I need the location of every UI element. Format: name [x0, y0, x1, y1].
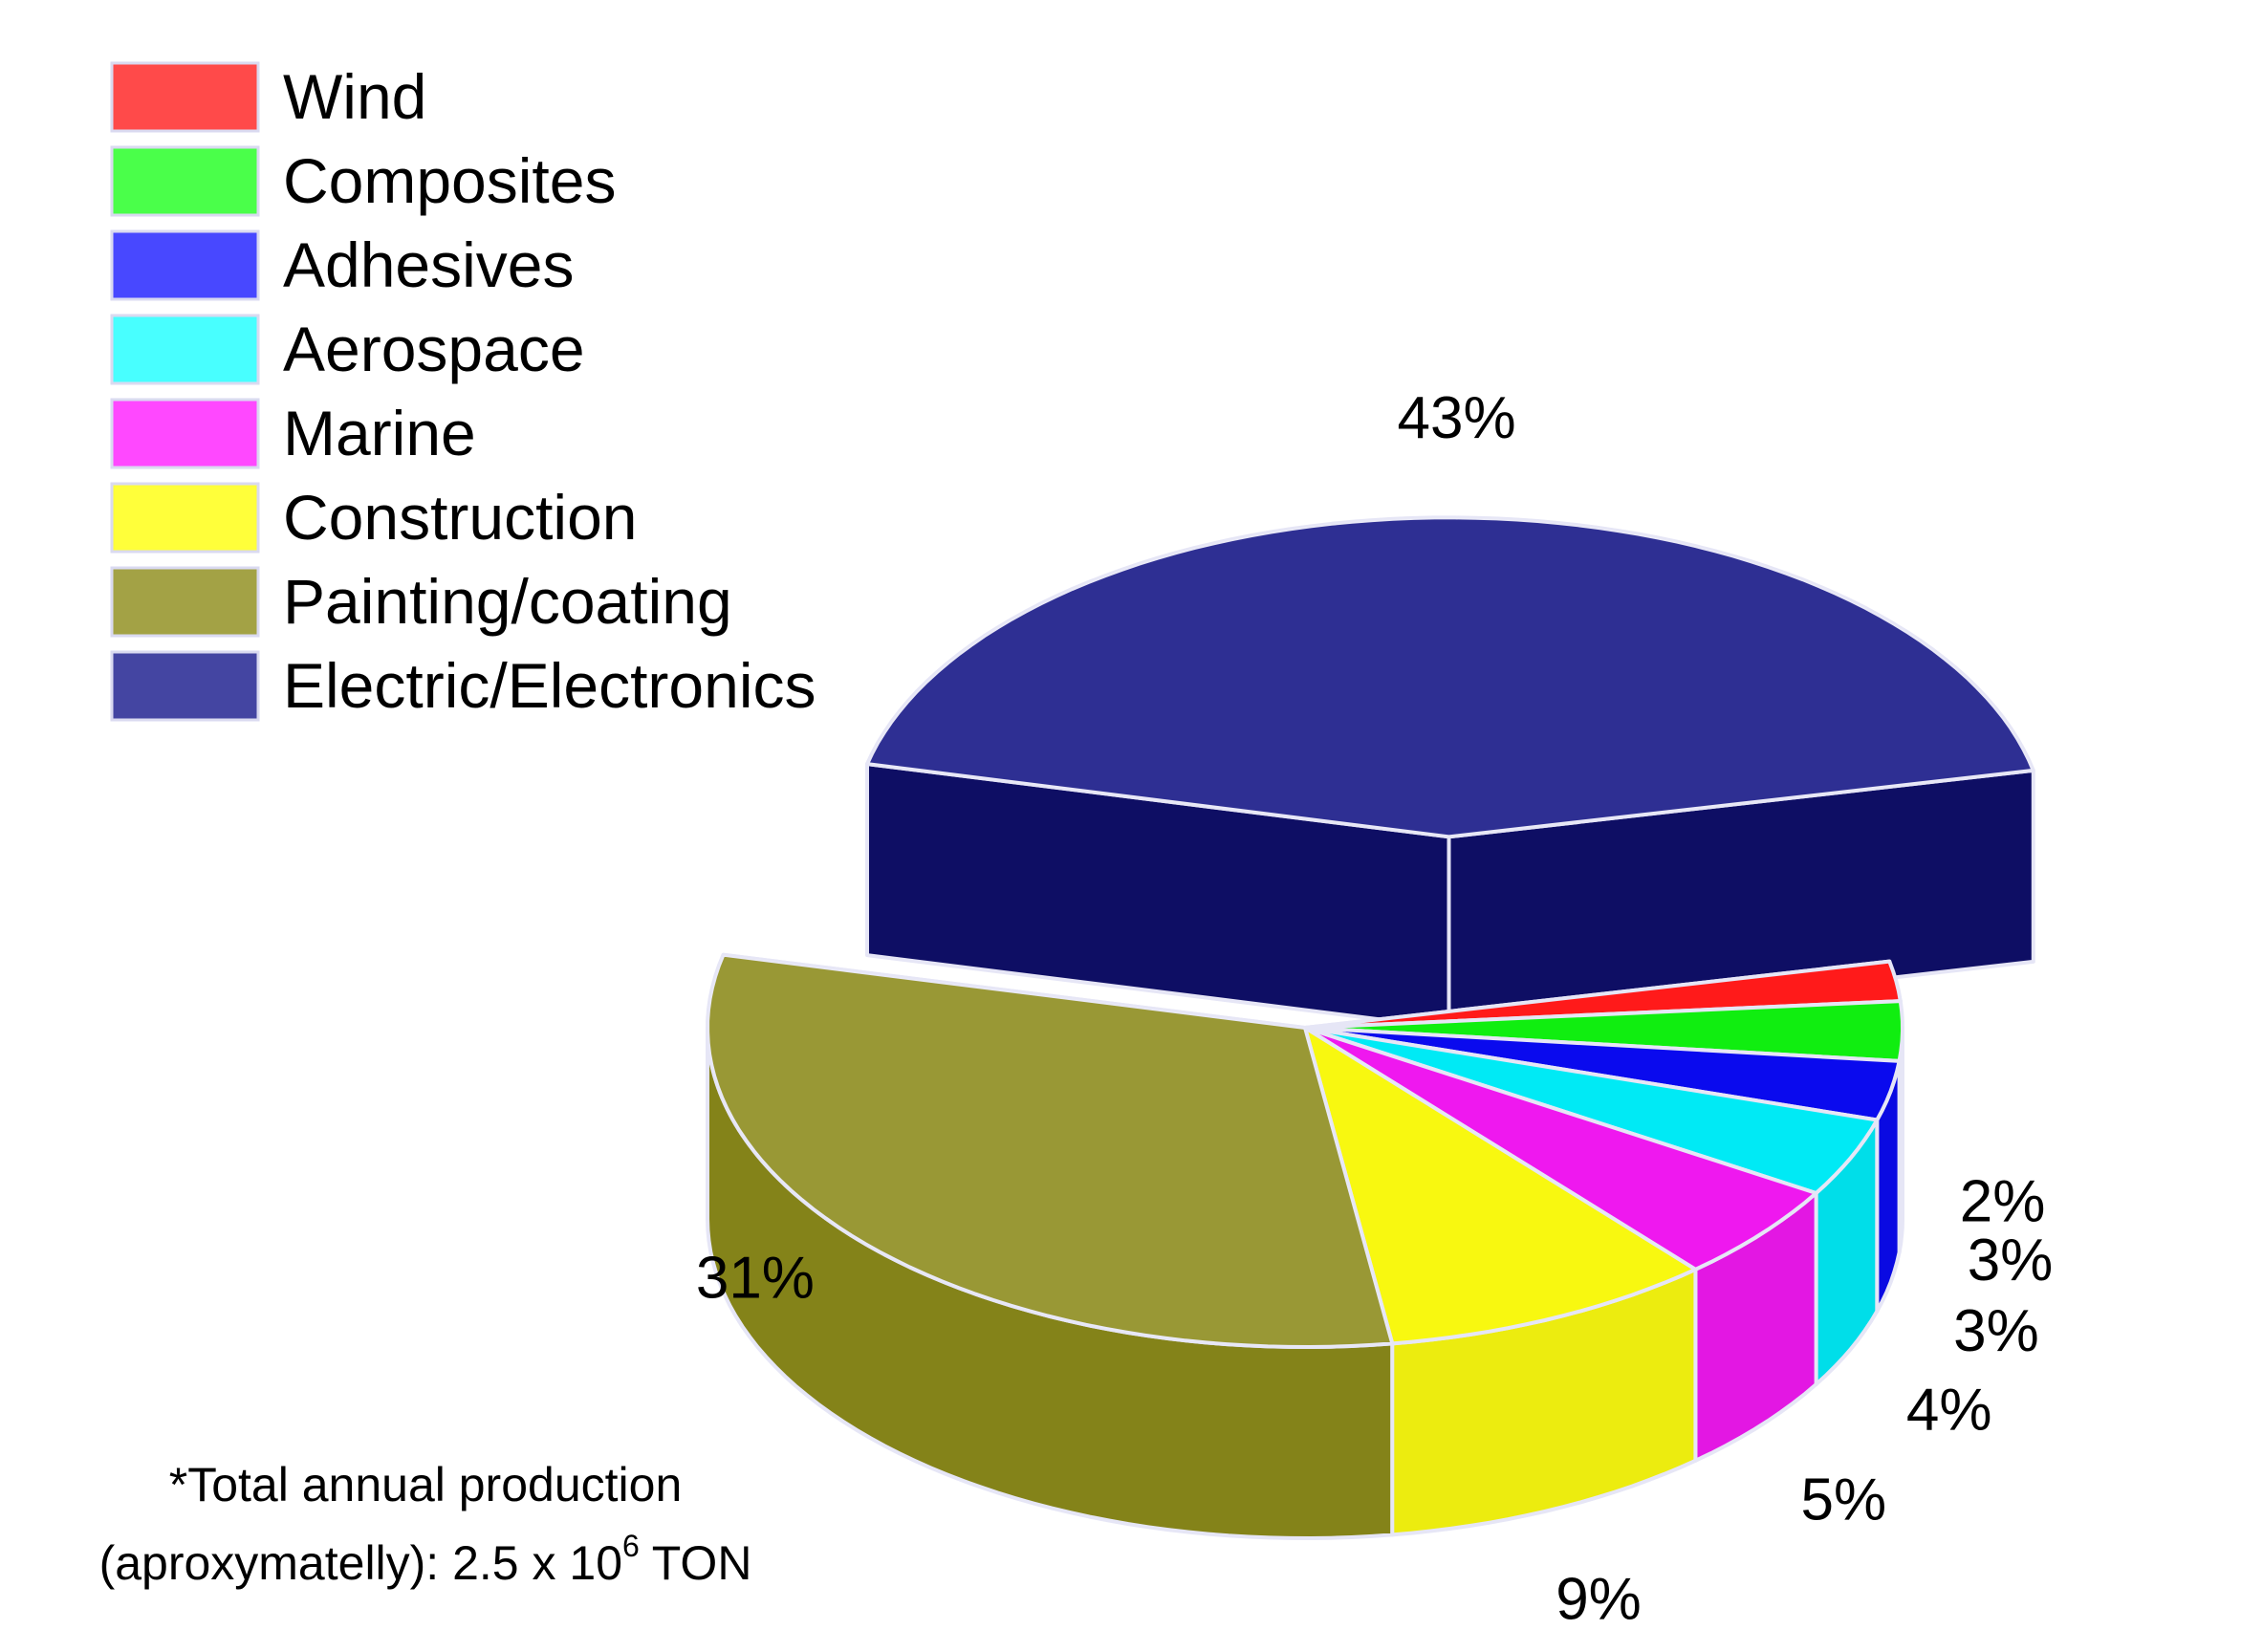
legend-swatch-painting-coating: [110, 566, 260, 638]
value-labels: 2%3%3%4%5%9%31%43%: [696, 385, 2053, 1632]
legend-label-construction: Construction: [283, 482, 638, 553]
slice-composites: [1303, 999, 1904, 1063]
slice-aerospace: [1303, 1026, 1880, 1195]
legend-swatch-aerospace: [110, 314, 260, 385]
production-note: *Total annual production (aproxymatelly)…: [99, 1458, 752, 1590]
legend-swatch-wind: [110, 61, 260, 133]
legend-label-electric-electronics: Electric/Electronics: [283, 650, 816, 721]
slice-electric-electronics: [865, 515, 2035, 839]
legend-swatch-composites: [110, 145, 260, 217]
slice-painting-coating: [706, 952, 1395, 1349]
value-label-construction: 9%: [1556, 1566, 1642, 1632]
note-line-2-main: (aproxymatelly): 2.5 x 10: [99, 1536, 622, 1590]
legend-label-marine: Marine: [283, 398, 476, 468]
legend-label-painting-coating: Painting/coating: [283, 566, 732, 637]
note-exponent: 6: [622, 1529, 640, 1563]
value-label-electric-electronics: 43%: [1398, 385, 1516, 451]
value-label-marine: 5%: [1800, 1467, 1886, 1532]
legend: Wind Composites Adhesives Aerospace Marine Co…: [110, 61, 816, 722]
value-label-wind: 2%: [1960, 1168, 2046, 1234]
note-line-1: *Total annual production: [169, 1458, 683, 1511]
value-label-adhesives: 3%: [1953, 1298, 2039, 1364]
legend-swatch-construction: [110, 482, 260, 554]
legend-label-aerospace: Aerospace: [283, 314, 585, 384]
value-label-aerospace: 4%: [1906, 1377, 1992, 1443]
legend-label-composites: Composites: [283, 145, 616, 216]
slice-gloss-electric-electronics: [867, 517, 2034, 837]
note-line-2: (aproxymatelly): 2.5 x 106 TON: [99, 1529, 752, 1590]
legend-swatch-marine: [110, 398, 260, 469]
legend-label-wind: Wind: [283, 61, 426, 132]
slice-construction: [1303, 1026, 1698, 1346]
pie: [706, 515, 2035, 1540]
note-line-2-end: TON: [640, 1536, 752, 1590]
legend-label-adhesives: Adhesives: [283, 229, 575, 300]
slice-marine: [1303, 1026, 1818, 1272]
legend-swatch-electric-electronics: [110, 650, 260, 722]
value-label-painting-coating: 31%: [696, 1246, 815, 1312]
legend-swatch-adhesives: [110, 229, 260, 301]
slice-gloss-painting-coating: [707, 954, 1393, 1347]
value-label-composites: 3%: [1968, 1228, 2054, 1293]
